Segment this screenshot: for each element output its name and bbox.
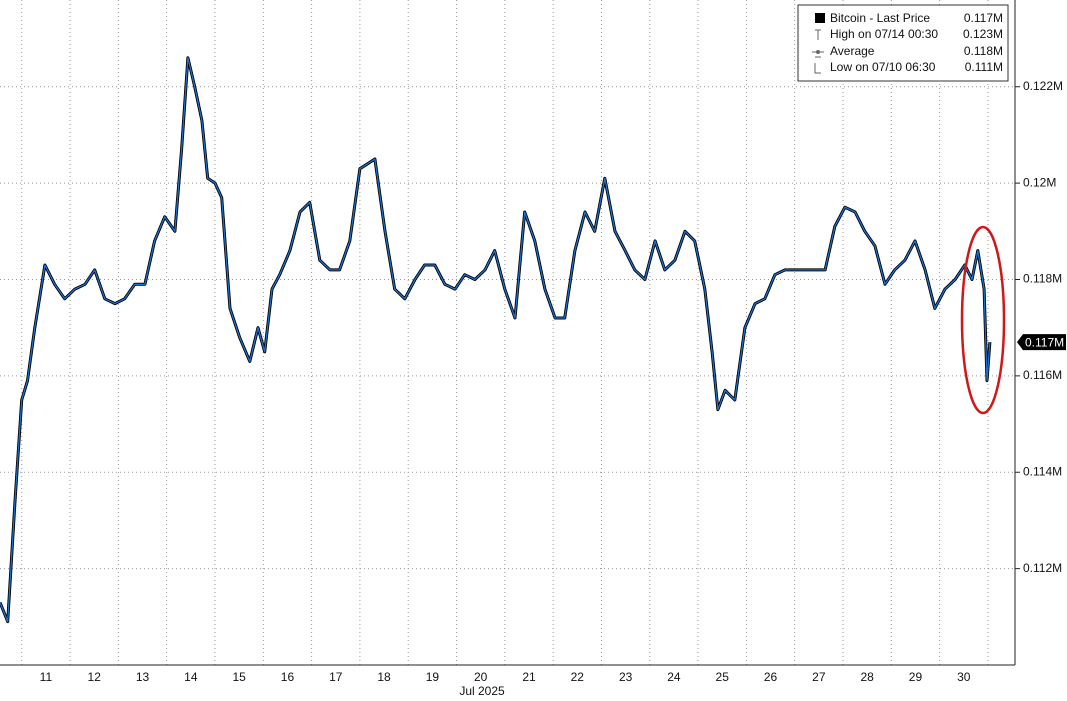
highlight-ellipse — [960, 225, 1006, 415]
x-axis-label: Jul 2025 — [459, 684, 505, 698]
last-price-label: 0.117M — [1025, 335, 1064, 349]
x-tick-label: 20 — [474, 670, 488, 684]
x-tick-label: 21 — [522, 670, 536, 684]
legend-label: Bitcoin - Last Price — [830, 11, 930, 25]
x-tick-label: 14 — [184, 670, 198, 684]
last-price-tag — [1017, 334, 1066, 351]
plot-area — [0, 0, 1015, 665]
x-tick-label: 26 — [764, 670, 778, 684]
x-tick-label: 13 — [136, 670, 150, 684]
x-tick-label: 11 — [40, 670, 53, 684]
x-tick-label: 30 — [957, 670, 971, 684]
price-line — [0, 57, 991, 623]
legend-label: Average — [830, 44, 875, 58]
legend-label: Low on 07/10 06:30 — [830, 60, 936, 74]
legend: Bitcoin - Last Price 0.117M High on 07/1… — [797, 4, 1009, 82]
y-tick-label: 0.116M — [1023, 368, 1062, 382]
legend-box — [797, 4, 1009, 82]
x-tick-label: 12 — [88, 670, 102, 684]
legend-value: 0.123M — [963, 27, 1003, 41]
x-tick-label: 22 — [571, 670, 585, 684]
y-tick-label: 0.12M — [1023, 175, 1056, 189]
legend-label: High on 07/14 00:30 — [830, 27, 938, 41]
legend-swatch — [815, 13, 825, 23]
legend-icon — [816, 50, 820, 54]
legend-value: 0.111M — [965, 60, 1003, 74]
price-line-shadow — [0, 56, 992, 624]
legend-value: 0.117M — [964, 11, 1003, 25]
y-tick-label: 0.114M — [1023, 464, 1062, 478]
x-tick-label: 17 — [329, 670, 343, 684]
y-tick-label: 0.122M — [1023, 79, 1063, 93]
x-tick-label: 29 — [909, 670, 923, 684]
x-tick-label: 23 — [619, 670, 633, 684]
x-tick-label: 25 — [716, 670, 730, 684]
x-tick-label: 19 — [426, 670, 440, 684]
y-tick-label: 0.118M — [1023, 272, 1062, 286]
y-tick-label: 0.112M — [1023, 561, 1062, 575]
x-tick-label: 18 — [377, 670, 391, 684]
x-tick-label: 27 — [812, 670, 826, 684]
x-tick-label: 28 — [860, 670, 874, 684]
x-tick-label: 24 — [667, 670, 681, 684]
legend-icons — [812, 29, 824, 74]
x-tick-label: 16 — [281, 670, 295, 684]
legend-value: 0.118M — [964, 44, 1003, 58]
x-tick-label: 15 — [232, 670, 246, 684]
